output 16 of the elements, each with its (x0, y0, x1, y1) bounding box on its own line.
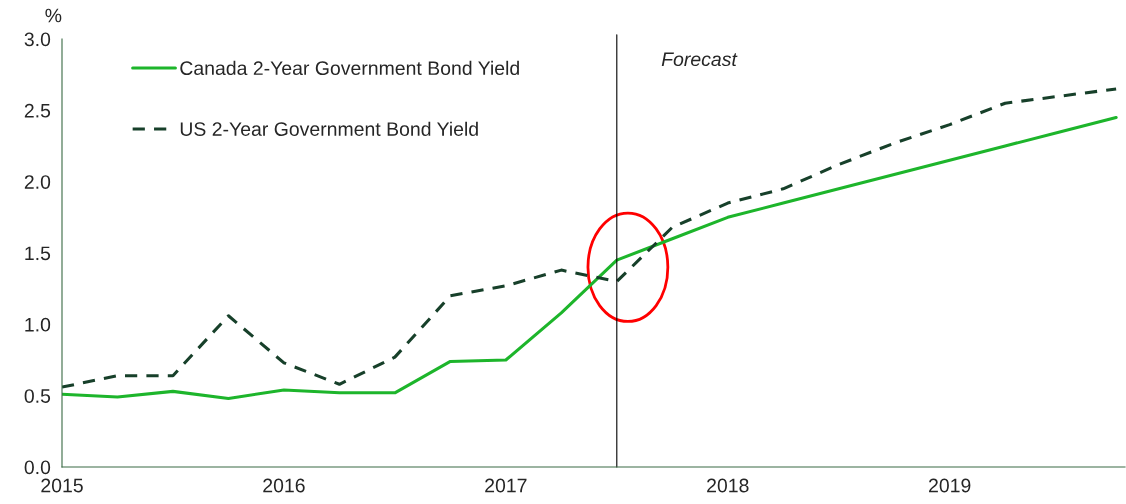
y-tick-label: 3.0 (24, 32, 51, 47)
ref-line-label: Forecast (661, 52, 738, 67)
y-tick-label: 2.0 (24, 175, 51, 189)
y-tick-label: 1.5 (25, 246, 51, 261)
y-axis-title: % (45, 8, 62, 23)
x-tick-label: 2019 (929, 478, 971, 493)
x-tick-label: 2018 (707, 478, 749, 493)
x-tick-label: 2015 (41, 478, 83, 493)
y-tick-label: 0.0 (24, 460, 51, 475)
x-tick-label: 2017 (485, 478, 527, 493)
legend-label: Canada 2-Year Government Bond Yield (180, 60, 519, 76)
x-tick-label: 2016 (263, 478, 305, 493)
y-tick-label: 1.0 (25, 317, 51, 332)
y-tick-label: 2.5 (24, 103, 51, 118)
y-tick-label: 0.5 (24, 389, 51, 403)
legend-label: US 2-Year Government Bond Yield (180, 121, 478, 136)
